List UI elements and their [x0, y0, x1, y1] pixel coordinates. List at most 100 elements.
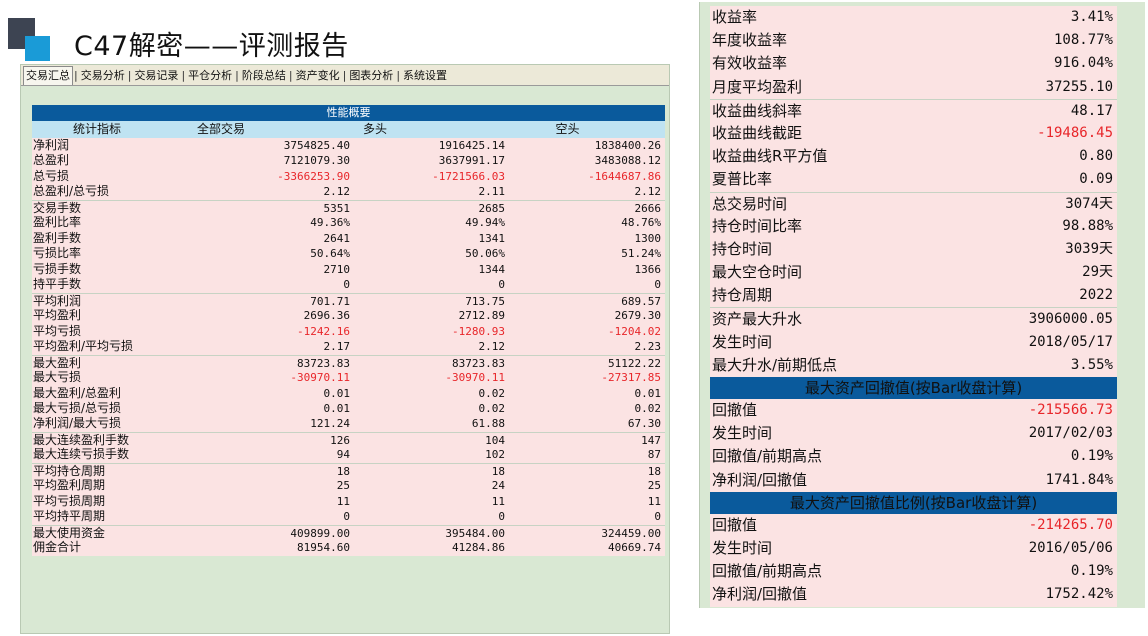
metric-label: 平均盈利周期 [33, 478, 106, 493]
metric-label: 持平手数 [33, 277, 82, 292]
summary-row: 资产最大升水 3906000.05 [710, 307, 1117, 330]
summary-panel: 收益率 3.41% 年度收益率 108.77% 有效收益率 916.04% 月度平均盈利 37… [699, 2, 1145, 608]
summary-label: 发生时间 [712, 332, 773, 351]
summary-label: 持仓周期 [712, 286, 773, 305]
metric-label: 平均亏损周期 [33, 493, 106, 508]
value-short: 1366 [634, 262, 662, 276]
summary-row: 收益曲线截距 -19486.45 [710, 122, 1117, 145]
value-long: 11 [491, 494, 505, 508]
value-short: 0.01 [634, 386, 662, 400]
value-all: 7121079.30 [283, 154, 350, 168]
value-all: -30970.11 [290, 371, 350, 385]
value-all: 121.24 [310, 417, 350, 431]
table-row: 平均盈利周期 25 24 25 [32, 478, 665, 493]
value-long: 0.02 [478, 386, 506, 400]
summary-value: 3906000.05 [1028, 311, 1113, 328]
summary-value: -214265.70 [1028, 516, 1113, 533]
title-decoration-blue [25, 36, 50, 61]
drawdown-section-title: 最大资产回撤值(按Bar收盘计算) [710, 377, 1117, 399]
value-all: 701.71 [310, 294, 350, 308]
tab-separator: | [342, 68, 347, 82]
tab-4[interactable]: 阶段总结 [241, 69, 286, 82]
metric-label: 最大连续盈利手数 [33, 432, 130, 447]
value-all: 0.01 [323, 401, 351, 415]
column-header-metric: 统计指标 [72, 122, 121, 136]
value-all: 83723.83 [297, 356, 350, 370]
value-short: 0 [654, 278, 661, 292]
value-all: 94 [336, 448, 350, 462]
value-long: 83723.83 [452, 356, 505, 370]
summary-label: 收益曲线R平方值 [712, 147, 828, 166]
section-title: 性能概要 [32, 105, 665, 121]
value-long: -30970.11 [445, 371, 505, 385]
summary-value: 3039天 [1065, 240, 1113, 257]
table-row: 亏损比率 50.64% 50.06% 51.24% [32, 246, 665, 261]
value-all: 0 [343, 278, 350, 292]
summary-row: 最大升水/前期低点 3.55% [710, 354, 1117, 377]
summary-label: 收益曲线截距 [712, 123, 803, 142]
summary-label: 月度平均盈利 [712, 77, 803, 96]
tab-1[interactable]: 交易分析 [80, 69, 125, 82]
summary-row: 发生时间 2016/05/06 [710, 537, 1117, 560]
summary-row: 净利润/回撤值 1752.42% [710, 583, 1117, 606]
value-short: 40669.74 [608, 541, 661, 555]
tab-0[interactable]: 交易汇总 [23, 65, 73, 85]
table-row: 最大使用资金 409899.00 395484.00 324459.00 [32, 524, 665, 540]
value-short: 2.23 [634, 340, 662, 354]
value-long: 0.02 [478, 401, 506, 415]
value-all: 5351 [323, 201, 351, 215]
value-short: 1838400.26 [594, 139, 661, 152]
metric-label: 最大使用资金 [33, 525, 106, 540]
metric-label: 平均盈利/平均亏损 [33, 339, 134, 354]
value-short: 2.12 [634, 185, 662, 199]
summary-label: 年度收益率 [712, 31, 788, 50]
tab-5[interactable]: 资产变化 [295, 69, 340, 82]
value-all: 2.12 [323, 185, 351, 199]
summary-value: 3074天 [1065, 195, 1113, 212]
tab-6[interactable]: 图表分析 [349, 69, 394, 82]
summary-row: 回撤值 -214265.70 [710, 514, 1117, 537]
tab-7[interactable]: 系统设置 [403, 69, 448, 82]
tab-2[interactable]: 交易记录 [134, 69, 179, 82]
table-row: 佣金合计 81954.60 41284.86 40669.74 [32, 540, 665, 555]
summary-value: 29天 [1082, 264, 1113, 281]
performance-rows: 净利润 3754825.40 1916425.14 1838400.26 总盈利 7121… [32, 138, 665, 556]
table-row: 盈利比率 49.36% 49.94% 48.76% [32, 215, 665, 230]
summary-row: 有效收益率 916.04% [710, 52, 1117, 75]
value-long: 1916425.14 [438, 139, 505, 152]
summary-label: 发生时间 [712, 424, 773, 443]
summary-label: 总交易时间 [712, 194, 788, 213]
performance-report-window: 交易汇总 | 交易分析 | 交易记录 | 平仓分析 | 阶段总结 | 资产变化 | 图表分析 | 系统设置 … [20, 64, 670, 634]
metric-label: 最大亏损/总亏损 [33, 400, 122, 415]
tab-3[interactable]: 平仓分析 [188, 69, 233, 82]
value-long: 41284.86 [452, 541, 505, 555]
metric-label: 最大盈利 [33, 355, 82, 370]
table-row: 最大盈利 83723.83 83723.83 51122.22 [32, 354, 665, 370]
summary-value: 0.09 [1079, 171, 1113, 188]
metric-label: 平均盈利 [33, 308, 82, 323]
summary-label: 资产最大升水 [712, 310, 803, 329]
value-short: -1644687.86 [588, 169, 661, 183]
summary-label: 持仓时间比率 [712, 216, 803, 235]
value-short: 11 [647, 494, 661, 508]
value-short: 51122.22 [608, 356, 661, 370]
summary-value: 108.77% [1053, 32, 1113, 49]
metric-label: 最大连续亏损手数 [33, 447, 130, 462]
summary-label: 收益曲线斜率 [712, 101, 803, 120]
value-short: 147 [641, 433, 661, 447]
value-long: 0 [498, 278, 505, 292]
summary-value: 3.41% [1070, 9, 1113, 25]
value-long: 395484.00 [445, 526, 505, 540]
value-long: 1341 [478, 231, 506, 245]
summary-label: 回撤值 [712, 401, 758, 419]
value-all: 81954.60 [297, 541, 350, 555]
value-all: 11 [336, 494, 350, 508]
summary-label: 最大升水/前期低点 [712, 355, 838, 374]
value-all: 0 [343, 510, 350, 524]
value-all: 18 [336, 464, 350, 478]
summary-label: 有效收益率 [712, 54, 788, 73]
summary-value: 916.04% [1053, 55, 1113, 72]
value-all: -1242.16 [297, 324, 350, 338]
metric-label: 总亏损 [33, 168, 70, 183]
table-row: 交易手数 5351 2685 2666 [32, 199, 665, 215]
